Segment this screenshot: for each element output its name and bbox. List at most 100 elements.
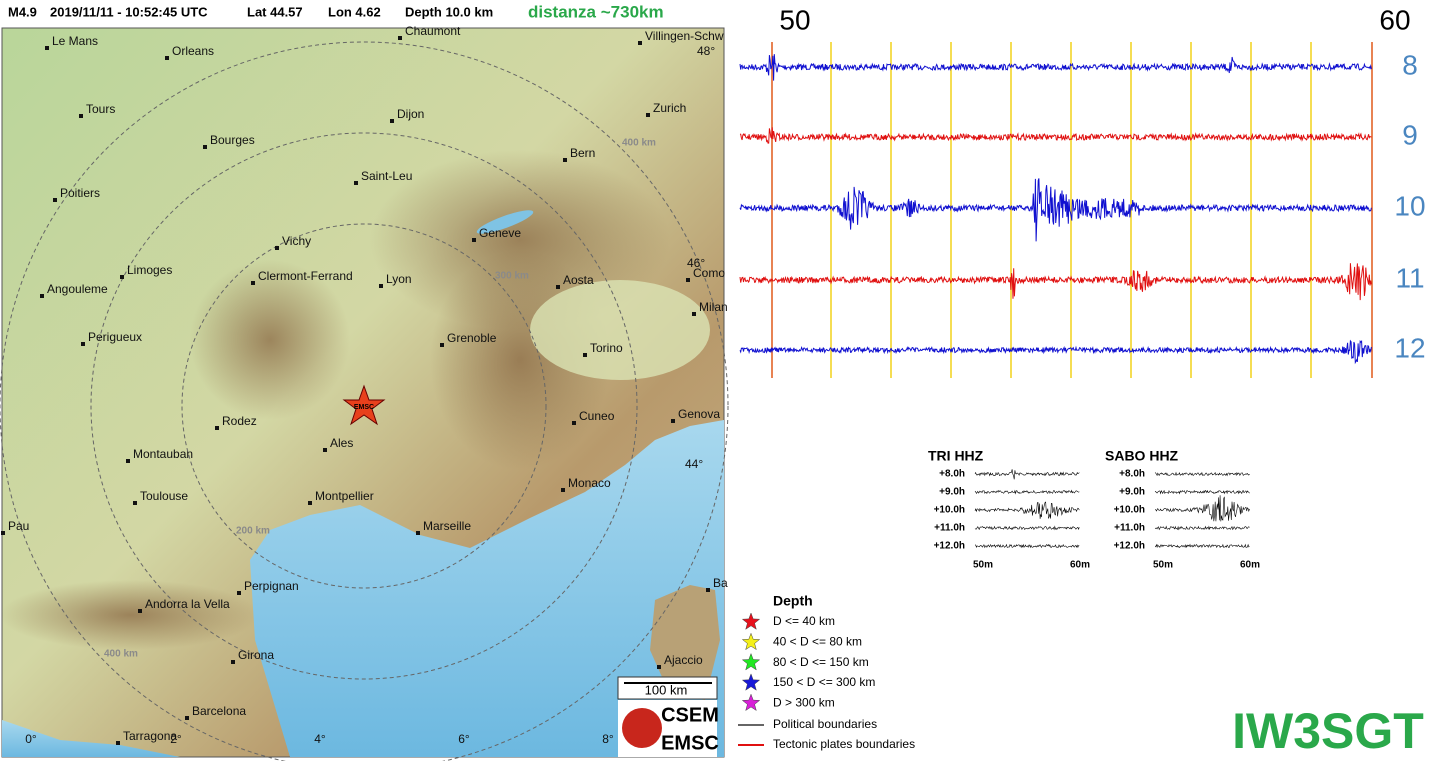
city-marker <box>706 588 710 592</box>
city-label: Girona <box>238 648 274 662</box>
station-axis: 50m <box>1153 560 1173 571</box>
station-hour: +11.0h <box>934 523 965 534</box>
station-trace <box>974 489 1080 495</box>
city-label: Marseille <box>423 519 471 533</box>
logo-text: CSEM <box>661 704 719 726</box>
city-marker <box>185 716 189 720</box>
magnitude: M4.9 <box>8 4 37 19</box>
city-marker <box>138 609 142 613</box>
city-marker <box>572 421 576 425</box>
station-hour: +8.0h <box>939 469 965 480</box>
city-label: Poitiers <box>60 186 100 200</box>
city-label: Angouleme <box>47 282 108 296</box>
city-label: Tours <box>86 102 115 116</box>
latitude-label: 46° <box>687 256 705 270</box>
city-marker <box>416 531 420 535</box>
city-label: Clermont-Ferrand <box>258 269 353 283</box>
station-name: SABO HHZ <box>1105 448 1179 464</box>
station-trace <box>1154 495 1250 522</box>
legend-item: Political boundaries <box>773 717 877 731</box>
city-marker <box>40 294 44 298</box>
po-valley <box>530 280 710 380</box>
city-marker <box>440 343 444 347</box>
depth: Depth 10.0 km <box>405 4 493 19</box>
station-trace <box>1154 489 1250 495</box>
city-label: Milan <box>699 300 728 314</box>
seismogram: 50 60 8 9 10 11 12 <box>739 4 1426 378</box>
ring-label: 300 km <box>495 271 529 282</box>
pyrenees <box>0 580 260 650</box>
city-label: Villingen-Schw <box>645 29 724 43</box>
station-trace <box>974 501 1080 520</box>
latitude: Lat 44.57 <box>247 4 303 19</box>
city-label: Zurich <box>653 101 686 115</box>
hour-label: 10 <box>1394 190 1425 221</box>
hour-label: 8 <box>1402 49 1418 80</box>
callsign: IW3SGT <box>1232 703 1424 759</box>
legend-item: D <= 40 km <box>773 614 835 628</box>
city-marker <box>646 113 650 117</box>
city-marker <box>563 158 567 162</box>
city-label: Ba <box>713 576 728 590</box>
hour-label: 11 <box>1395 262 1424 293</box>
longitude: Lon 4.62 <box>328 4 381 19</box>
city-marker <box>165 56 169 60</box>
city-marker <box>686 278 690 282</box>
seismic-trace <box>739 54 1372 81</box>
station-hour: +10.0h <box>934 505 965 516</box>
distance-ring <box>181 223 547 589</box>
legend-item: Tectonic plates boundaries <box>773 737 915 751</box>
station-trace <box>974 469 1080 480</box>
city-label: Vichy <box>282 234 311 248</box>
seismic-trace <box>739 263 1372 301</box>
sea <box>2 720 180 757</box>
longitude-label: 6° <box>458 732 470 746</box>
city-label: Chaumont <box>405 24 461 38</box>
hour-label: 12 <box>1394 332 1425 363</box>
city-marker <box>81 342 85 346</box>
legend-star <box>741 652 761 671</box>
city-marker <box>1 531 5 535</box>
city-label: Rodez <box>222 414 257 428</box>
city-marker <box>275 246 279 250</box>
logo-text: EMSC <box>661 732 719 754</box>
city-marker <box>323 448 327 452</box>
city-marker <box>237 591 241 595</box>
city-label: Limoges <box>127 263 172 277</box>
corsica <box>650 585 720 700</box>
city-label: Lyon <box>386 272 412 286</box>
city-marker <box>53 198 57 202</box>
station-axis: 60m <box>1070 560 1090 571</box>
city-marker <box>583 353 587 357</box>
city-label: Dijon <box>397 107 424 121</box>
city-marker <box>251 281 255 285</box>
minute-label: 60 <box>1379 4 1410 35</box>
station-name: TRI HHZ <box>928 448 984 464</box>
distance-ring <box>0 41 729 761</box>
city-label: Geneve <box>479 226 521 240</box>
city-marker <box>215 426 219 430</box>
seismic-trace <box>739 339 1372 365</box>
city-marker <box>45 46 49 50</box>
city-marker <box>472 238 476 242</box>
city-label: Torino <box>590 341 623 355</box>
station-trace <box>1154 471 1250 477</box>
legend-star <box>741 693 761 712</box>
longitude-label: 8° <box>602 732 614 746</box>
city-label: Le Mans <box>52 34 98 48</box>
longitude-label: 4° <box>314 732 326 746</box>
city-label: Genova <box>678 407 720 421</box>
sea <box>250 420 724 757</box>
seismic-trace <box>739 127 1372 144</box>
station-trace <box>974 543 1080 549</box>
city-label: Barcelona <box>192 704 246 718</box>
epicenter-label: EMSC <box>354 404 374 411</box>
datetime: 2019/11/11 - 10:52:45 UTC <box>50 4 208 19</box>
station-axis: 60m <box>1240 560 1260 571</box>
city-label: Cuneo <box>579 409 615 423</box>
latitude-label: 44° <box>685 457 703 471</box>
city-label: Monaco <box>568 476 611 490</box>
station-hour: +11.0h <box>1114 523 1145 534</box>
latitude-label: 48° <box>697 44 715 58</box>
city-label: Perigueux <box>88 330 142 344</box>
